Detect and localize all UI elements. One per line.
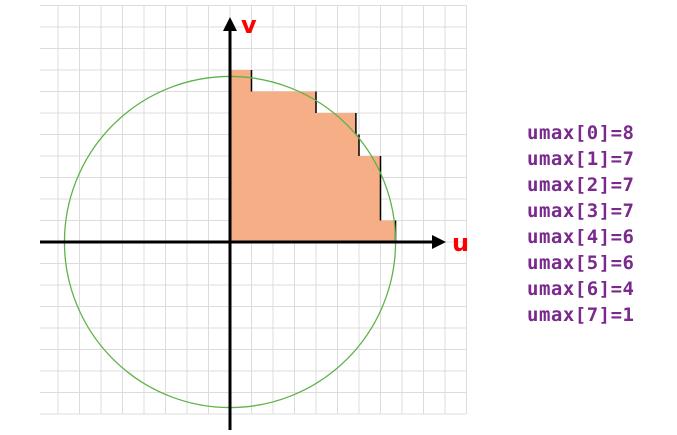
umax-item-7: umax[7]=1 [527,304,635,326]
u-axis-label: u [452,229,469,257]
umax-item-5: umax[5]=6 [527,252,635,274]
umax-item-6: umax[6]=4 [527,278,635,300]
umax-item-3: umax[3]=7 [527,200,635,222]
axes [40,17,446,430]
umax-list: umax[0]=8 umax[1]=7 umax[2]=7 umax[3]=7 … [527,120,634,328]
v-axis-label: v [241,11,257,39]
v-axis-arrowhead [223,17,237,31]
umax-staircase-area [230,70,396,242]
umax-item-4: umax[4]=6 [527,226,635,248]
umax-item-1: umax[1]=7 [527,148,635,170]
u-axis-arrowhead [432,235,446,249]
umax-item-0: umax[0]=8 [527,122,635,144]
umax-item-2: umax[2]=7 [527,174,635,196]
